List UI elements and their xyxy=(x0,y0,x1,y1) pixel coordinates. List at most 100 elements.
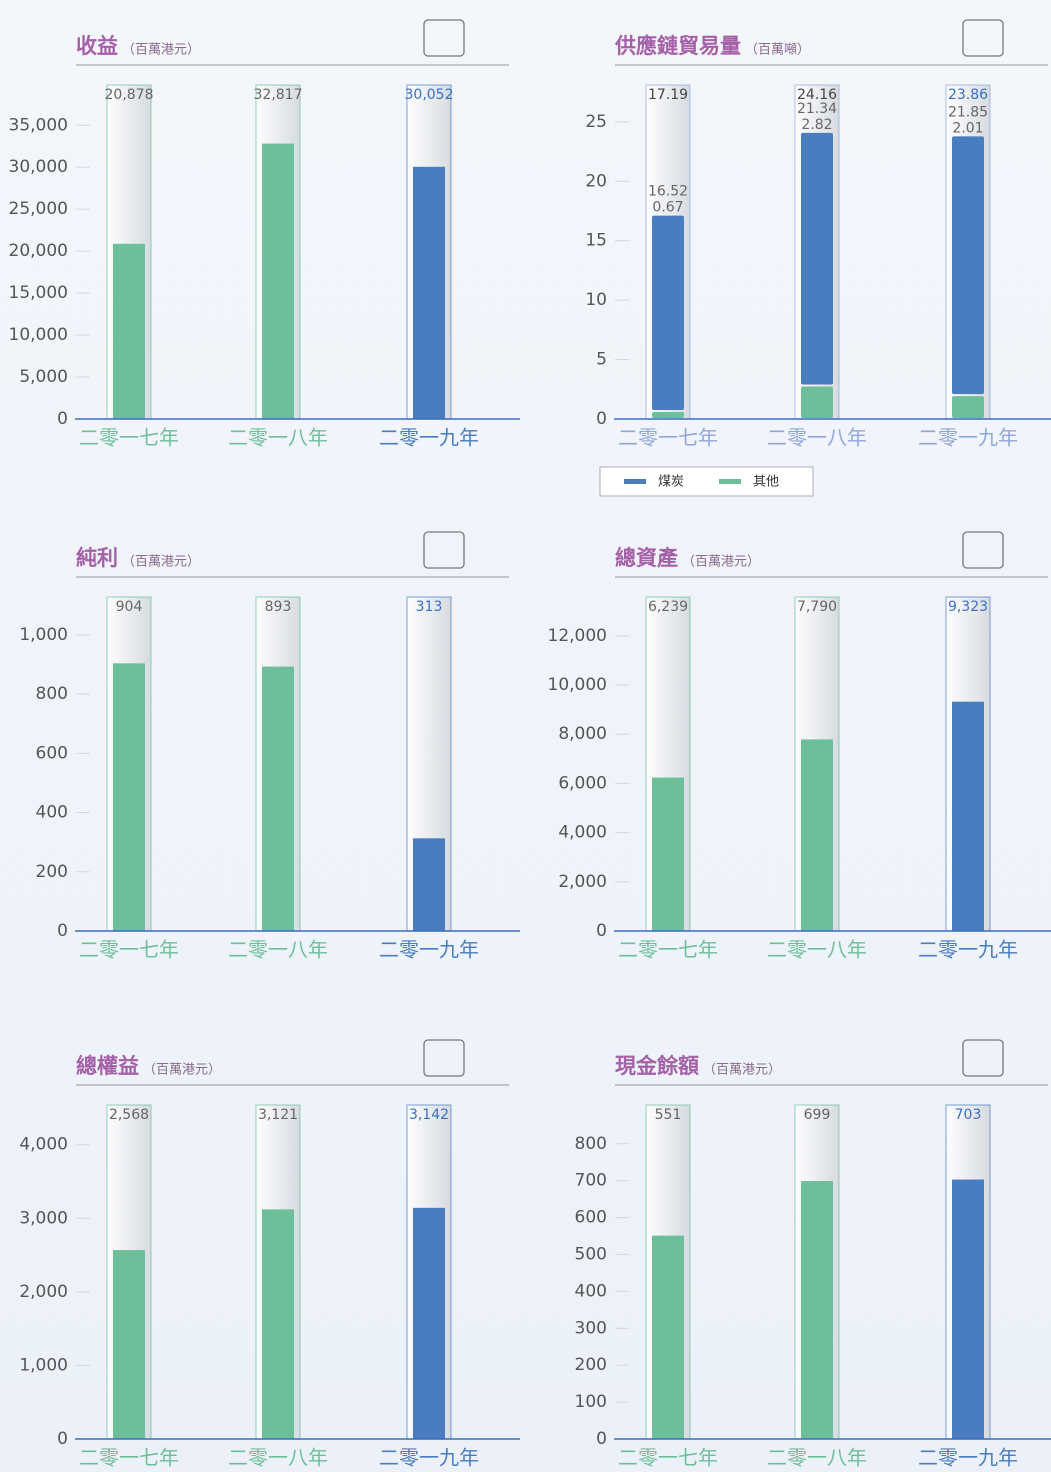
y-tick-label: 10,000 xyxy=(548,675,607,695)
x-tick-label: 二零一八年 xyxy=(767,1446,867,1470)
value-label: 9,323 xyxy=(948,599,988,615)
chart-subtitle: （百萬港元） xyxy=(143,1063,221,1078)
bar xyxy=(113,1250,145,1439)
bar xyxy=(652,777,684,931)
x-tick-label: 二零一九年 xyxy=(379,1446,479,1470)
value-label: 6,239 xyxy=(648,599,688,615)
y-tick-label: 12,000 xyxy=(548,626,607,646)
chart-title: 純利 xyxy=(76,546,118,570)
y-tick-label: 300 xyxy=(575,1318,607,1338)
segment-label: 2.82 xyxy=(801,117,832,133)
chart-subtitle: （百萬噸） xyxy=(745,43,810,58)
y-tick-label: 0 xyxy=(596,409,607,429)
y-tick-label: 0 xyxy=(57,1429,68,1449)
y-tick-label: 20 xyxy=(585,171,607,191)
value-label: 893 xyxy=(265,599,292,615)
value-label: 3,142 xyxy=(409,1107,449,1123)
total-label: 24.16 xyxy=(797,87,837,103)
chart-title: 總權益 xyxy=(76,1054,139,1078)
y-tick-label: 6,000 xyxy=(558,773,607,793)
title-icon xyxy=(962,19,1004,57)
y-tick-label: 4,000 xyxy=(558,823,607,843)
title-icon xyxy=(423,531,465,569)
x-tick-label: 二零一七年 xyxy=(618,938,718,962)
title-icon xyxy=(962,531,1004,569)
y-tick-label: 1,000 xyxy=(19,1355,68,1375)
x-tick-label: 二零一八年 xyxy=(228,1446,328,1470)
bar-segment xyxy=(801,386,833,418)
value-label: 699 xyxy=(804,1107,831,1123)
y-tick-label: 25,000 xyxy=(9,199,68,219)
bar xyxy=(262,666,294,931)
y-tick-label: 600 xyxy=(575,1208,607,1228)
bar xyxy=(413,838,445,931)
y-tick-label: 3,000 xyxy=(19,1208,68,1228)
x-tick-label: 二零一九年 xyxy=(379,938,479,962)
y-tick-label: 100 xyxy=(575,1392,607,1412)
y-tick-label: 4,000 xyxy=(19,1135,68,1155)
bar xyxy=(413,166,445,419)
y-tick-label: 200 xyxy=(575,1355,607,1375)
value-label: 313 xyxy=(416,599,443,615)
chart-subtitle: （百萬港元） xyxy=(703,1063,781,1078)
x-tick-label: 二零一九年 xyxy=(379,426,479,450)
value-label: 703 xyxy=(955,1107,982,1123)
y-tick-label: 35,000 xyxy=(9,115,68,135)
y-tick-label: 0 xyxy=(57,409,68,429)
y-tick-label: 2,000 xyxy=(19,1282,68,1302)
bar xyxy=(113,663,145,931)
x-tick-label: 二零一八年 xyxy=(228,938,328,962)
bar xyxy=(413,1207,445,1439)
x-tick-label: 二零一七年 xyxy=(79,1446,179,1470)
bar-segment xyxy=(952,136,984,395)
chart-title: 收益 xyxy=(76,34,118,58)
chart-subtitle: （百萬港元） xyxy=(122,43,200,58)
y-tick-label: 15 xyxy=(585,231,607,251)
y-tick-label: 0 xyxy=(596,921,607,941)
bar xyxy=(262,1209,294,1439)
value-label: 904 xyxy=(116,599,143,615)
y-tick-label: 2,000 xyxy=(558,872,607,892)
total-label: 23.86 xyxy=(948,87,988,103)
chart-title: 總資產 xyxy=(615,546,678,570)
x-tick-label: 二零一九年 xyxy=(918,1446,1018,1470)
x-tick-label: 二零一八年 xyxy=(228,426,328,450)
y-tick-label: 25 xyxy=(585,112,607,132)
x-tick-label: 二零一七年 xyxy=(79,938,179,962)
y-tick-label: 30,000 xyxy=(9,157,68,177)
y-tick-label: 5 xyxy=(596,350,607,370)
bar-segment xyxy=(801,132,833,385)
x-tick-label: 二零一八年 xyxy=(767,426,867,450)
value-label: 3,121 xyxy=(258,1107,298,1123)
y-tick-label: 800 xyxy=(575,1134,607,1154)
bar xyxy=(652,1235,684,1439)
legend-swatch xyxy=(719,479,741,484)
legend-label: 其他 xyxy=(753,475,779,490)
x-tick-label: 二零一九年 xyxy=(918,938,1018,962)
y-tick-label: 800 xyxy=(36,684,68,704)
x-tick-label: 二零一七年 xyxy=(618,426,718,450)
bar xyxy=(262,143,294,419)
value-label: 7,790 xyxy=(797,599,837,615)
segment-label: 2.01 xyxy=(952,120,983,136)
y-tick-label: 0 xyxy=(57,921,68,941)
bar-segment xyxy=(652,412,684,418)
y-tick-label: 5,000 xyxy=(19,367,68,387)
x-tick-label: 二零一七年 xyxy=(618,1446,718,1470)
segment-label: 16.52 xyxy=(648,184,688,200)
legend-label: 煤炭 xyxy=(658,475,684,490)
y-tick-label: 8,000 xyxy=(558,724,607,744)
x-tick-label: 二零一七年 xyxy=(79,426,179,450)
y-tick-label: 10 xyxy=(585,290,607,310)
total-label: 17.19 xyxy=(648,87,688,103)
x-tick-label: 二零一八年 xyxy=(767,938,867,962)
y-tick-label: 200 xyxy=(36,862,68,882)
y-tick-label: 600 xyxy=(36,743,68,763)
bar xyxy=(801,739,833,931)
bar-segment xyxy=(952,396,984,418)
bar xyxy=(801,1181,833,1439)
chart-title: 現金餘額 xyxy=(615,1054,699,1078)
chart-title: 供應鏈貿易量 xyxy=(614,34,741,58)
